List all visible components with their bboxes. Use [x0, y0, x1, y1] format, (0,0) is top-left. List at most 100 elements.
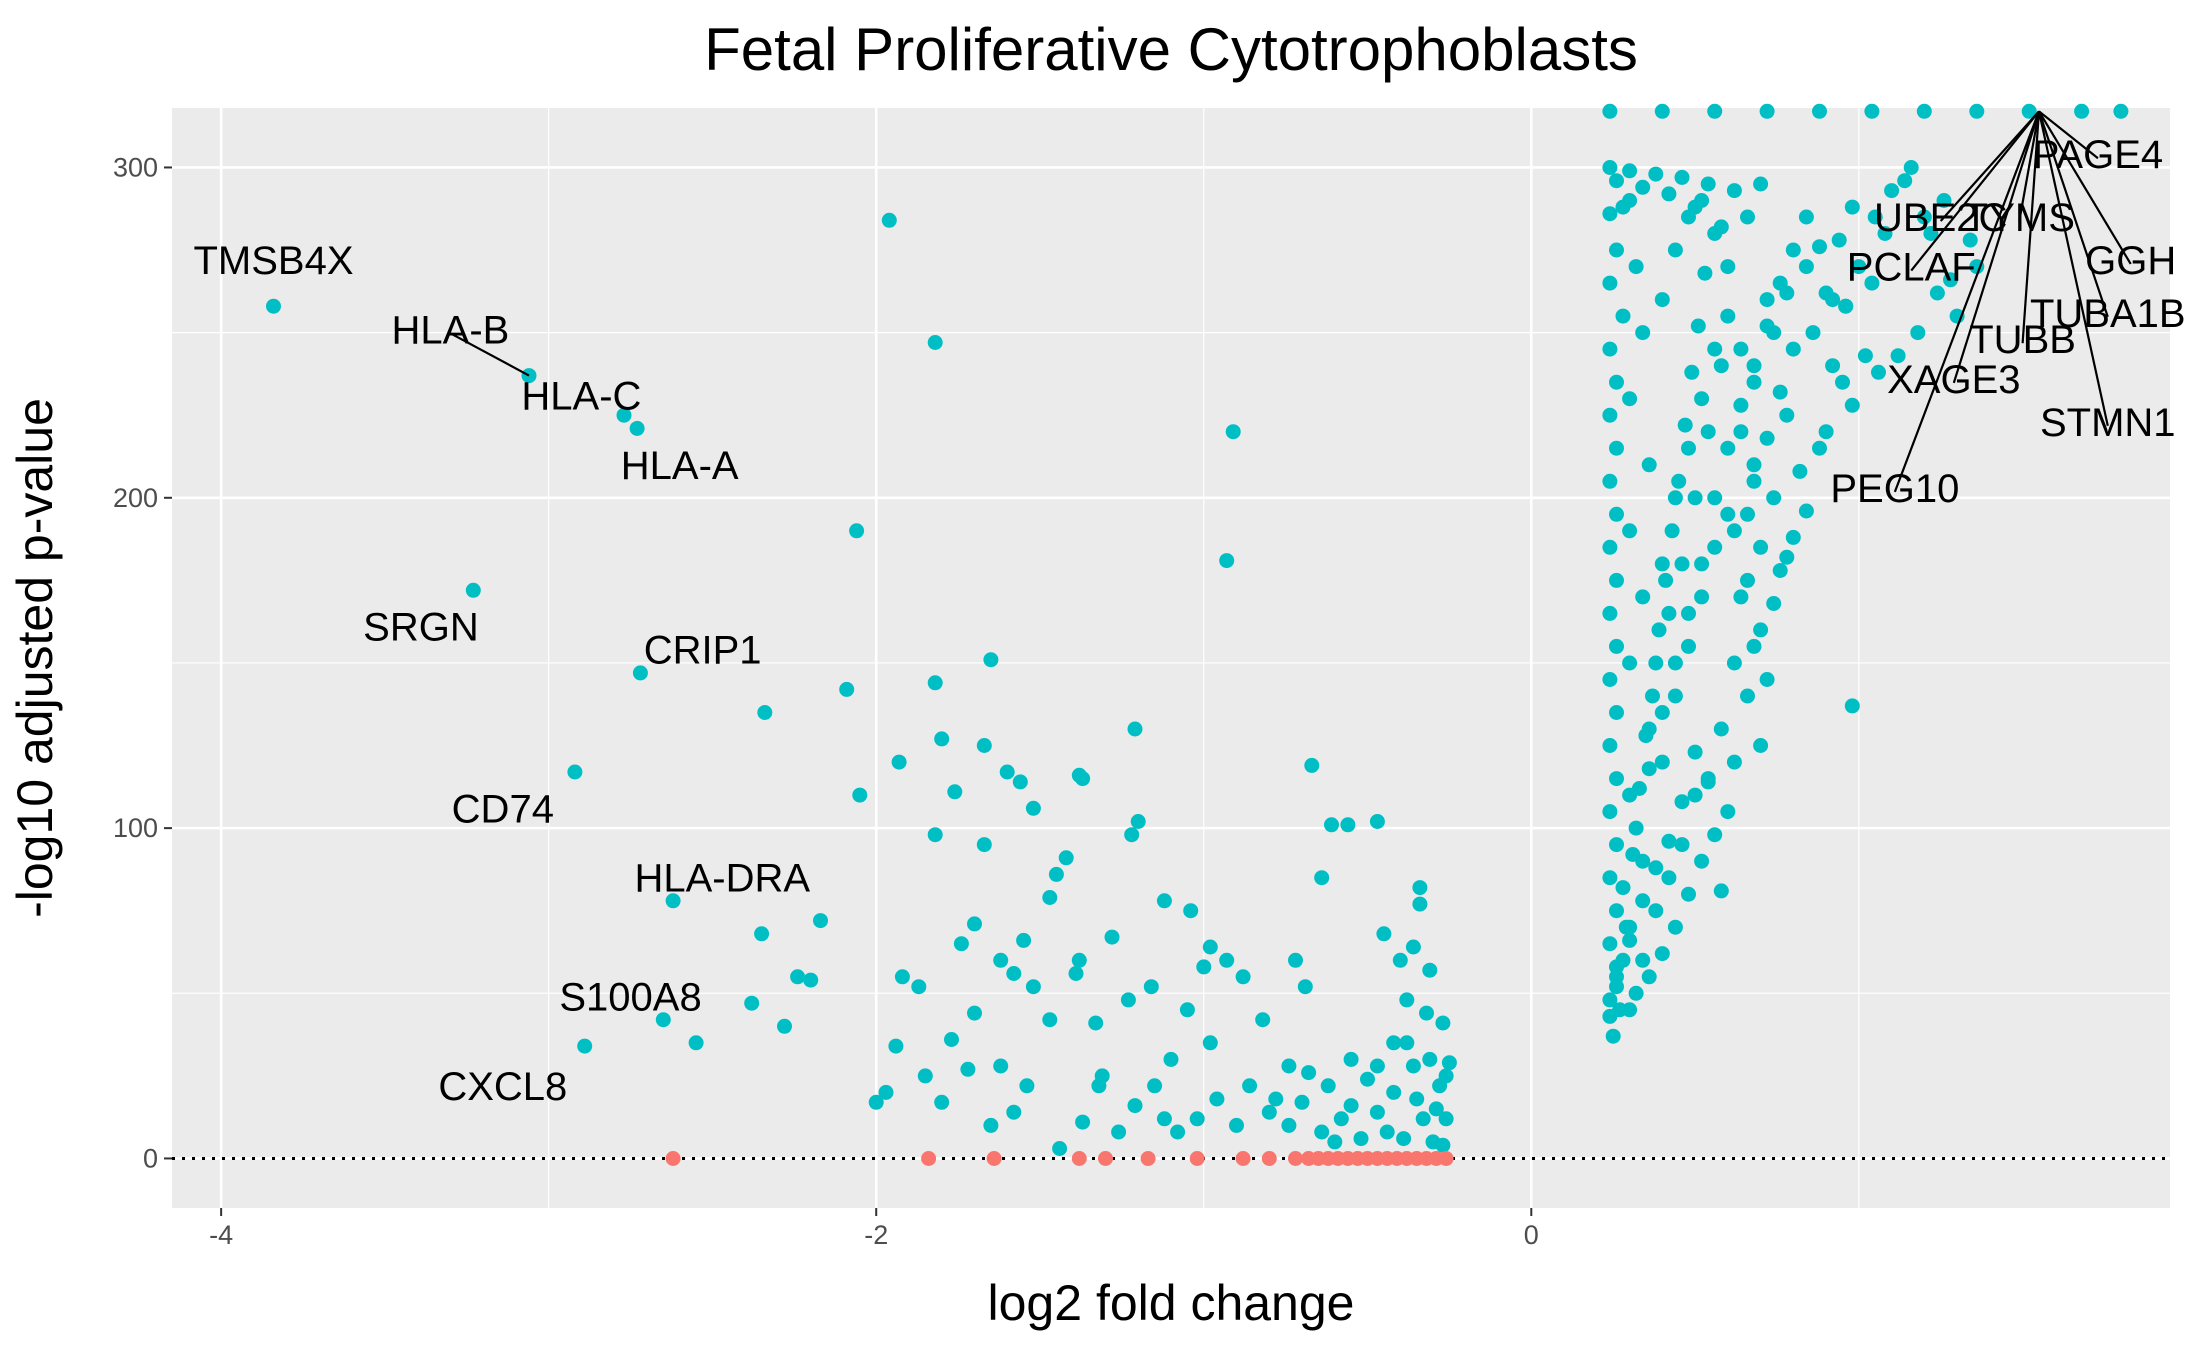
data-point: [1635, 325, 1651, 341]
data-point: [1740, 688, 1755, 704]
data-point: [1687, 787, 1703, 803]
data-point: [1602, 160, 1618, 175]
data-point: [1098, 1151, 1113, 1166]
data-point: [1386, 1035, 1402, 1051]
y-axis-title: -log10 adjusted p-value: [7, 398, 63, 918]
data-point: [993, 952, 1009, 968]
data-point: [1818, 424, 1834, 440]
data-point: [868, 1094, 884, 1110]
data-point: [1268, 1091, 1284, 1107]
data-point: [1720, 804, 1736, 820]
data-point: [1641, 969, 1657, 985]
gene-label: SRGN: [363, 606, 479, 650]
data-point: [1648, 655, 1664, 671]
data-point: [1071, 952, 1087, 968]
data-point: [1867, 209, 1883, 225]
data-point: [1314, 1124, 1330, 1140]
x-axis-title: log2 fold change: [988, 1275, 1355, 1331]
data-point: [1609, 638, 1624, 654]
data-point: [1324, 817, 1339, 833]
data-point: [976, 837, 992, 853]
data-point: [1615, 308, 1631, 324]
data-point: [1720, 506, 1736, 522]
data-point: [1048, 866, 1064, 882]
data-point: [1219, 952, 1235, 968]
data-point: [1612, 1002, 1628, 1018]
data-point: [1798, 259, 1814, 275]
data-point: [1422, 962, 1438, 978]
data-point: [1713, 358, 1729, 374]
data-point: [1943, 272, 1958, 288]
data-point: [1753, 622, 1769, 638]
data-point: [1409, 1091, 1425, 1107]
data-point: [1916, 209, 1932, 225]
data-point: [1618, 919, 1634, 935]
data-point: [1602, 206, 1618, 222]
data-point: [1903, 160, 1919, 175]
data-point: [1088, 1015, 1104, 1031]
data-point: [1602, 672, 1618, 687]
data-point: [1602, 407, 1618, 423]
plot-panel: [172, 108, 2170, 1208]
data-point: [1746, 638, 1762, 654]
gene-label: TMSB4X: [194, 239, 354, 283]
data-point: [1628, 820, 1644, 836]
grid-lines: [172, 108, 2170, 1208]
data-point: [567, 764, 583, 780]
data-point: [1654, 946, 1670, 962]
data-point: [744, 995, 760, 1011]
data-point: [1648, 166, 1664, 182]
data-point: [1219, 553, 1235, 569]
data-point: [1261, 1151, 1277, 1166]
data-point: [1622, 523, 1638, 539]
data-point: [1140, 1151, 1156, 1166]
data-point: [1700, 424, 1716, 440]
x-tick-label: -4: [209, 1220, 233, 1250]
data-point: [2074, 103, 2090, 119]
data-point: [1785, 242, 1801, 258]
data-point: [665, 893, 681, 909]
data-point: [754, 926, 770, 942]
data-point: [1012, 774, 1028, 790]
data-point: [665, 1151, 681, 1166]
data-point: [917, 1068, 933, 1084]
data-point: [1831, 232, 1847, 248]
data-point: [1405, 939, 1421, 955]
data-point: [1923, 226, 1939, 241]
data-point: [1143, 979, 1159, 995]
data-point: [1438, 1068, 1454, 1084]
data-point: [1733, 341, 1749, 357]
label-leader-line: [2018, 111, 2041, 222]
label-leader-line: [2038, 110, 2132, 265]
data-point: [1713, 721, 1729, 737]
data-point: [1844, 698, 1860, 714]
data-point: [1766, 490, 1782, 506]
gene-label: STMN1: [2040, 401, 2176, 445]
data-point: [1130, 814, 1146, 829]
data-point: [1602, 870, 1618, 886]
data-point: [1622, 391, 1638, 407]
data-point: [1255, 1012, 1271, 1028]
data-point: [1638, 728, 1654, 744]
data-point: [1746, 374, 1762, 390]
data-point: [1674, 794, 1690, 810]
y-tick-label: 200: [113, 483, 158, 513]
data-point: [1304, 757, 1320, 773]
data-point: [839, 681, 855, 697]
data-point: [927, 335, 943, 350]
data-point: [1327, 1134, 1343, 1150]
data-point: [1602, 275, 1618, 291]
gene-label: PAGE4: [2033, 133, 2163, 177]
data-point: [1694, 589, 1710, 605]
data-point: [1798, 503, 1814, 519]
data-point: [1733, 424, 1749, 440]
data-point: [1412, 880, 1428, 896]
data-points: [266, 103, 2129, 1166]
data-point: [1654, 103, 1670, 119]
data-point: [1707, 539, 1723, 555]
data-point: [1605, 1028, 1621, 1044]
data-point: [1006, 966, 1022, 981]
data-point: [1042, 890, 1058, 905]
data-point: [1661, 186, 1677, 202]
data-point: [1340, 817, 1356, 833]
